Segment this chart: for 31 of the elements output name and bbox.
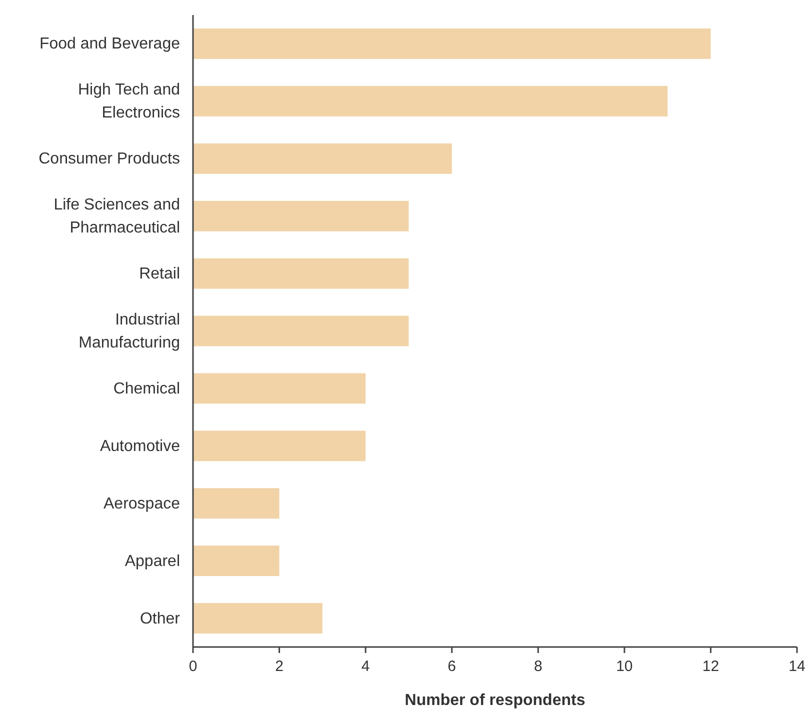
x-tick-label: 10: [616, 658, 633, 675]
x-tick-label: 12: [702, 658, 720, 675]
x-tick-label: 4: [361, 658, 370, 675]
x-axis-title: Number of respondents: [404, 692, 586, 709]
bar: [193, 373, 366, 404]
y-tick-label: Consumer Products: [38, 150, 180, 168]
y-tick-label: Automotive: [100, 437, 180, 454]
y-tick-label: High Tech and Electronics: [78, 81, 180, 122]
bar: [193, 86, 668, 116]
x-tick-label: 14: [788, 658, 806, 675]
x-tick-label: 6: [448, 658, 456, 675]
y-tick-label: Apparel: [124, 552, 180, 570]
y-tick-label: Life Sciences and Pharmaceutical: [54, 196, 180, 236]
x-tick-label: 2: [275, 658, 284, 675]
bar: [193, 258, 409, 289]
y-tick-label: Other: [140, 610, 181, 627]
bar: [193, 488, 280, 519]
y-tick-label: Industrial Manufacturing: [78, 311, 180, 351]
y-tick-label: Aerospace: [104, 494, 180, 512]
bar: [193, 603, 322, 634]
bar: [193, 28, 711, 59]
y-tick-label: Retail: [139, 265, 180, 282]
bar: [193, 200, 409, 232]
y-tick-label: Chemical: [113, 380, 180, 397]
bar: [193, 316, 409, 346]
bar: [193, 430, 366, 462]
bar: [193, 143, 452, 174]
bar: [193, 546, 280, 576]
x-tick-label: 8: [534, 658, 542, 675]
y-tick-label: Food and Beverage: [39, 35, 180, 52]
x-tick-label: 0: [188, 658, 198, 675]
